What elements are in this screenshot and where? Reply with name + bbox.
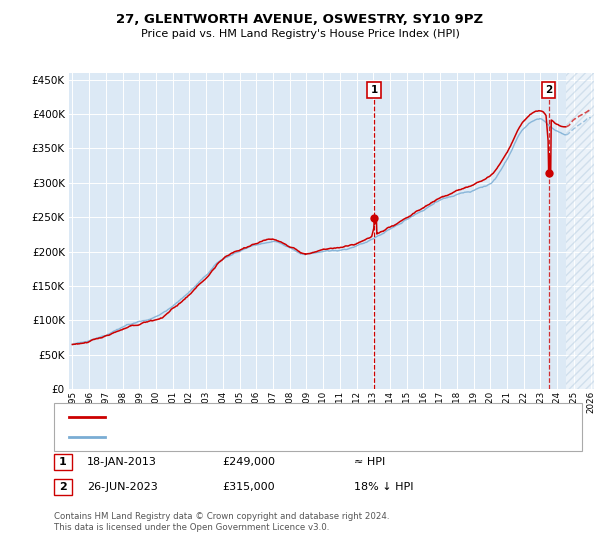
- Text: 18-JAN-2013: 18-JAN-2013: [87, 457, 157, 467]
- Text: Contains HM Land Registry data © Crown copyright and database right 2024.
This d: Contains HM Land Registry data © Crown c…: [54, 512, 389, 532]
- Text: 2: 2: [545, 85, 553, 95]
- Text: £249,000: £249,000: [222, 457, 275, 467]
- Text: ≈ HPI: ≈ HPI: [354, 457, 385, 467]
- Text: Price paid vs. HM Land Registry's House Price Index (HPI): Price paid vs. HM Land Registry's House …: [140, 29, 460, 39]
- Text: £315,000: £315,000: [222, 482, 275, 492]
- Text: 2: 2: [59, 482, 67, 492]
- Text: 1: 1: [371, 85, 378, 95]
- Text: 27, GLENTWORTH AVENUE, OSWESTRY, SY10 9PZ: 27, GLENTWORTH AVENUE, OSWESTRY, SY10 9P…: [116, 13, 484, 26]
- Text: HPI: Average price, detached house, Shropshire: HPI: Average price, detached house, Shro…: [111, 432, 349, 442]
- Text: 1: 1: [59, 457, 67, 467]
- Text: 26-JUN-2023: 26-JUN-2023: [87, 482, 158, 492]
- Text: 27, GLENTWORTH AVENUE, OSWESTRY, SY10 9PZ (detached house): 27, GLENTWORTH AVENUE, OSWESTRY, SY10 9P…: [111, 412, 449, 422]
- Text: 18% ↓ HPI: 18% ↓ HPI: [354, 482, 413, 492]
- Bar: [566, 73, 599, 389]
